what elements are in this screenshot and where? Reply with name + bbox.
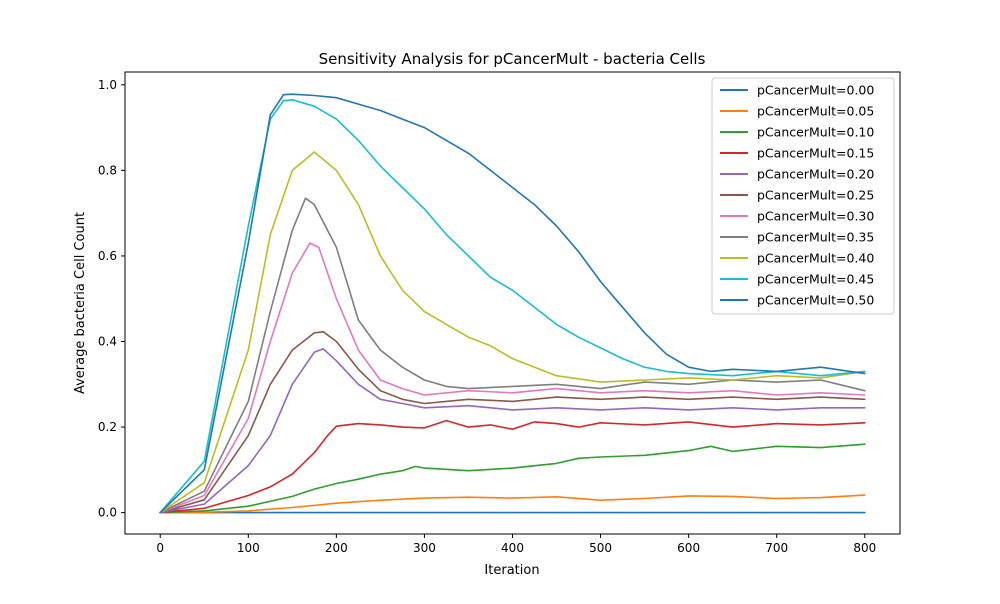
legend-label-9: pCancerMult=0.45 [757, 272, 874, 287]
x-tick-label-4: 400 [501, 541, 524, 555]
series-lines [159, 93, 866, 514]
legend-label-7: pCancerMult=0.35 [757, 230, 874, 245]
y-axis-label: Average bacteria Cell Count [73, 212, 88, 394]
y-axis-ticks: 0.0 0.2 0.4 0.6 0.8 1.0 [98, 78, 125, 520]
x-axis-label: Iteration [484, 563, 539, 578]
series-line-9 [159, 99, 866, 514]
x-tick-label-5: 500 [589, 541, 612, 555]
x-tick-label-2: 200 [325, 541, 348, 555]
legend-label-5: pCancerMult=0.25 [757, 188, 874, 203]
series-line-3 [159, 419, 866, 514]
series-line-10 [159, 93, 866, 514]
x-tick-label-6: 600 [677, 541, 700, 555]
series-line-7 [159, 197, 866, 514]
legend-box [711, 77, 895, 315]
series-line-4 [159, 347, 866, 514]
y-tick-label-0: 0.0 [98, 506, 117, 520]
chart-title: Sensitivity Analysis for pCancerMult - b… [319, 50, 706, 68]
legend-label-8: pCancerMult=0.40 [757, 251, 874, 266]
legend-entries: pCancerMult=0.00 pCancerMult=0.05 pCancerM… [720, 83, 874, 308]
series-line-2 [159, 443, 866, 514]
legend-label-1: pCancerMult=0.05 [757, 104, 874, 119]
series-line-8 [159, 151, 866, 514]
series-line-1 [159, 494, 866, 514]
x-tick-label-0: 0 [156, 541, 164, 555]
y-tick-label-4: 0.8 [98, 163, 117, 177]
y-tick-label-3: 0.6 [98, 249, 117, 263]
legend-label-10: pCancerMult=0.50 [757, 293, 874, 308]
series-line-6 [159, 242, 866, 514]
y-tick-label-5: 1.0 [98, 78, 117, 92]
legend-label-2: pCancerMult=0.10 [757, 125, 874, 140]
x-axis-ticks: 0 100 200 300 400 500 600 700 800 [156, 534, 876, 555]
legend-label-3: pCancerMult=0.15 [757, 146, 874, 161]
x-tick-label-7: 700 [765, 541, 788, 555]
series-line-5 [159, 330, 866, 514]
x-tick-label-8: 800 [853, 541, 876, 555]
legend-label-0: pCancerMult=0.00 [757, 83, 874, 98]
legend-label-6: pCancerMult=0.30 [757, 209, 874, 224]
legend: pCancerMult=0.00 pCancerMult=0.05 pCancerM… [711, 77, 895, 315]
y-tick-label-1: 0.2 [98, 420, 117, 434]
legend-label-4: pCancerMult=0.20 [757, 167, 874, 182]
x-tick-label-1: 100 [237, 541, 260, 555]
x-tick-label-3: 300 [413, 541, 436, 555]
y-tick-label-2: 0.4 [98, 335, 117, 349]
